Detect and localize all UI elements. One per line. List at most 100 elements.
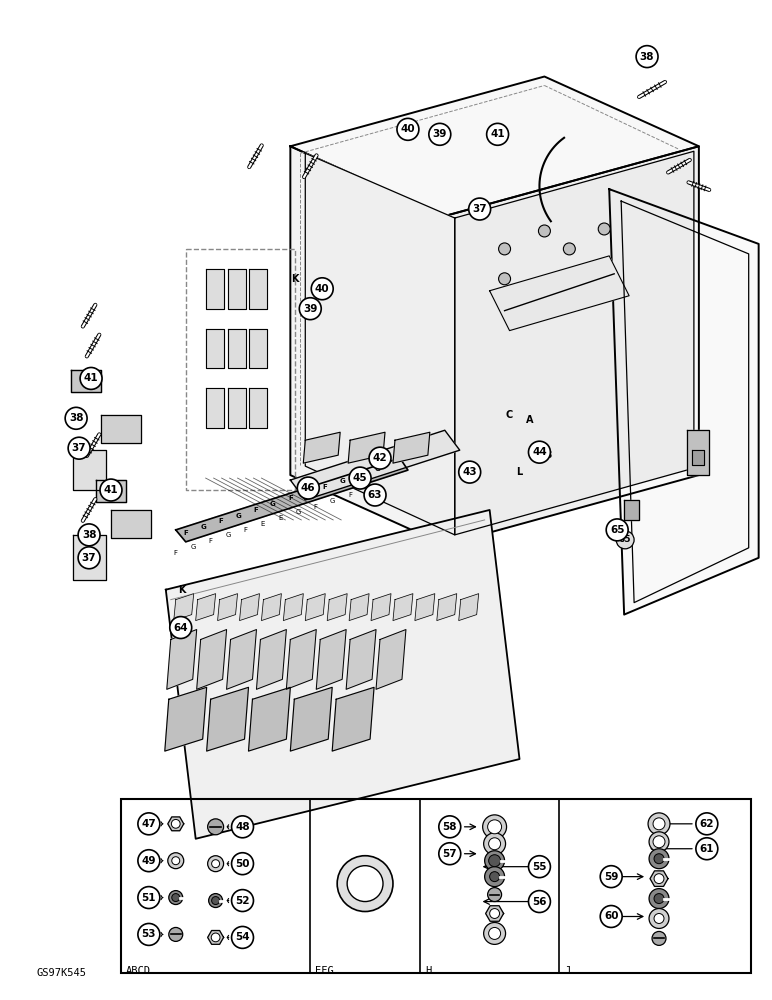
Circle shape [649,889,669,909]
Text: G: G [305,489,310,495]
Polygon shape [393,432,430,463]
Text: A: A [526,415,533,425]
Polygon shape [249,329,267,368]
Polygon shape [218,594,238,621]
Text: K: K [178,585,185,595]
Text: 60: 60 [604,911,618,921]
Polygon shape [208,931,224,944]
Circle shape [649,909,669,928]
Polygon shape [415,594,435,621]
Text: G: G [200,524,206,530]
Circle shape [654,914,664,923]
Circle shape [169,927,183,941]
Text: 55: 55 [532,862,547,872]
Text: ABCD: ABCD [126,966,151,976]
Polygon shape [371,594,391,621]
Circle shape [208,856,224,872]
Text: 37: 37 [82,553,96,563]
Text: 51: 51 [141,893,156,903]
Polygon shape [96,480,126,502]
Polygon shape [205,269,224,309]
Circle shape [438,843,461,865]
Text: F: F [218,518,223,524]
Polygon shape [73,450,106,490]
Polygon shape [305,153,455,535]
Circle shape [489,855,500,867]
Circle shape [300,298,321,320]
Text: G: G [225,532,231,538]
Polygon shape [174,594,194,621]
Circle shape [489,838,500,850]
Text: 47: 47 [141,819,156,829]
Polygon shape [256,630,286,689]
Circle shape [138,850,160,872]
Text: 38: 38 [69,413,83,423]
Text: F: F [323,484,327,490]
Polygon shape [346,630,376,689]
Polygon shape [624,500,639,520]
Text: G: G [295,509,300,515]
Circle shape [170,617,191,638]
Circle shape [80,367,102,389]
Text: 41: 41 [490,129,505,139]
Text: J: J [564,966,571,976]
Text: 42: 42 [373,453,388,463]
Circle shape [489,872,499,882]
Text: 65: 65 [619,535,631,544]
Circle shape [65,407,87,429]
Circle shape [172,894,180,902]
Text: 62: 62 [699,819,714,829]
Text: F: F [174,550,178,556]
Text: 46: 46 [301,483,316,493]
Circle shape [529,891,550,913]
Circle shape [483,922,506,944]
Polygon shape [205,329,224,368]
Polygon shape [197,630,226,689]
Circle shape [654,874,664,884]
Circle shape [482,815,506,839]
Polygon shape [286,630,317,689]
Text: F: F [253,507,258,513]
Polygon shape [249,687,290,751]
Circle shape [489,927,500,939]
Circle shape [212,897,219,905]
Text: 57: 57 [442,849,457,859]
Polygon shape [305,594,325,621]
Polygon shape [349,594,369,621]
Circle shape [653,818,665,830]
Text: C: C [506,410,513,420]
Text: 65: 65 [610,525,625,535]
Polygon shape [317,630,346,689]
Text: 43: 43 [462,467,477,477]
Polygon shape [393,594,413,621]
Polygon shape [290,687,332,751]
Polygon shape [101,415,141,443]
Text: 63: 63 [367,490,382,500]
Circle shape [486,123,509,145]
Polygon shape [455,151,694,535]
Text: G: G [235,513,241,519]
Circle shape [349,467,371,489]
Circle shape [232,926,253,948]
Circle shape [564,243,575,255]
Polygon shape [205,388,224,428]
Circle shape [636,46,658,68]
Polygon shape [489,256,629,331]
Circle shape [488,888,502,902]
Text: 49: 49 [141,856,156,866]
Polygon shape [609,189,759,615]
Circle shape [459,461,481,483]
Text: 40: 40 [401,124,415,134]
Polygon shape [376,630,406,689]
Circle shape [483,833,506,855]
Text: F: F [208,538,212,544]
Text: E: E [278,515,283,521]
Text: 41: 41 [103,485,118,495]
Circle shape [100,479,122,501]
Text: 44: 44 [532,447,547,457]
Circle shape [68,437,90,459]
Circle shape [208,894,222,908]
Text: L: L [516,467,523,477]
Text: 54: 54 [235,932,250,942]
Circle shape [428,123,451,145]
